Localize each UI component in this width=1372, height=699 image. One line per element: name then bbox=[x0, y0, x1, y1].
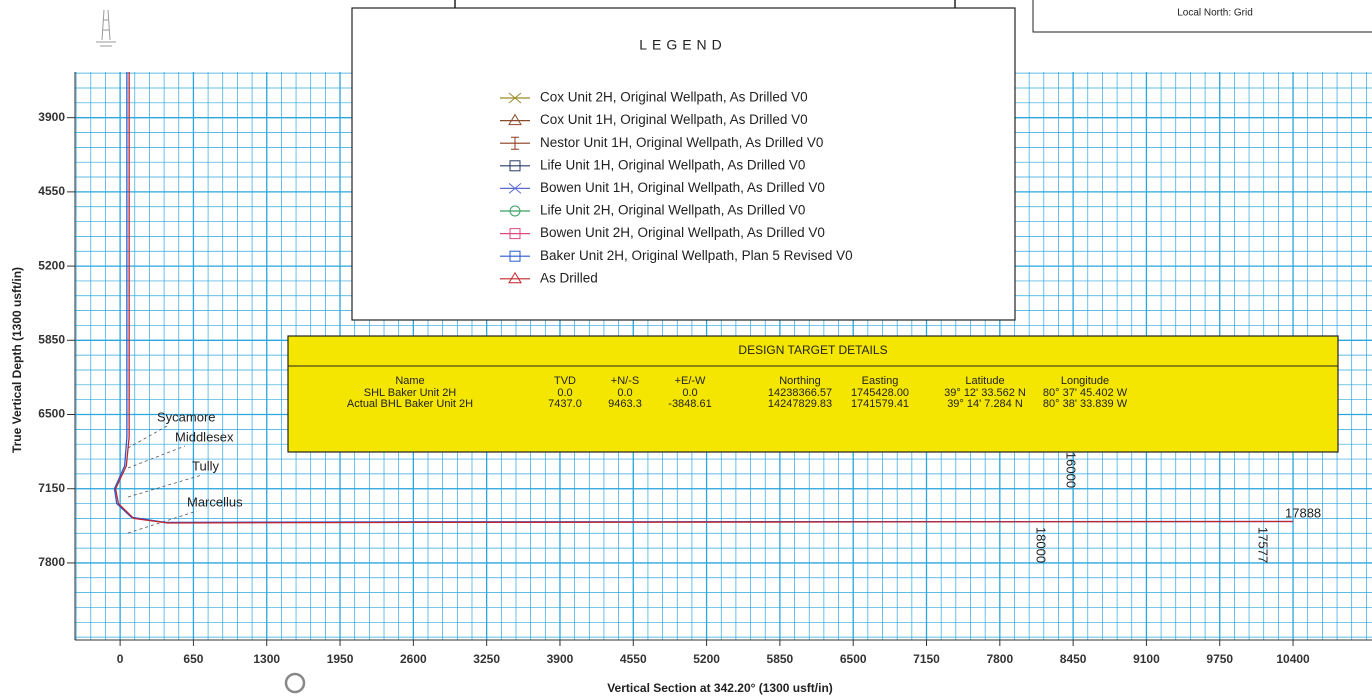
x-tick-label: 2600 bbox=[400, 652, 427, 666]
target-table-header: +N/-S bbox=[611, 375, 639, 387]
formation-label: Tully bbox=[192, 458, 219, 473]
formation-line bbox=[127, 425, 168, 449]
legend-marker bbox=[508, 183, 522, 194]
y-tick-label: 5850 bbox=[38, 332, 65, 346]
x-tick-label: 9750 bbox=[1206, 652, 1233, 666]
legend-label: Life Unit 2H, Original Wellpath, As Dril… bbox=[540, 203, 805, 218]
x-tick-label: 0 bbox=[117, 652, 124, 666]
target-table-header: Easting bbox=[862, 375, 899, 387]
legend-marker bbox=[508, 271, 522, 284]
rig-icon bbox=[96, 9, 116, 47]
legend-marker bbox=[511, 136, 519, 150]
x-tick-label: 10400 bbox=[1276, 652, 1310, 666]
x-tick-label: 3900 bbox=[547, 652, 574, 666]
x-tick-label: 8450 bbox=[1060, 652, 1087, 666]
info-box bbox=[1032, 0, 1372, 33]
x-tick-label: 1950 bbox=[327, 652, 354, 666]
target-table-title: DESIGN TARGET DETAILS bbox=[738, 343, 887, 357]
formation-line bbox=[127, 445, 186, 469]
target-table-cell: 39° 14' 7.284 N bbox=[947, 398, 1023, 410]
x-tick-label: 9100 bbox=[1133, 652, 1160, 666]
legend-label: Nestor Unit 1H, Original Wellpath, As Dr… bbox=[540, 135, 823, 150]
y-tick-label: 3900 bbox=[38, 110, 65, 124]
formation-label: Middlesex bbox=[175, 429, 234, 444]
legend-label: Baker Unit 2H, Original Wellpath, Plan 5… bbox=[540, 248, 853, 263]
legend-title: LEGEND bbox=[639, 37, 727, 53]
formation-line bbox=[127, 474, 203, 498]
x-tick-label: 650 bbox=[183, 652, 203, 666]
legend-marker bbox=[508, 92, 522, 104]
target-table-cell: 80° 37' 45.402 W bbox=[1043, 387, 1128, 399]
target-table-cell: 0.0 bbox=[682, 387, 697, 399]
target-table-header: +E/-W bbox=[675, 375, 706, 387]
target-table-header: Latitude bbox=[965, 375, 1004, 387]
md-label: 18000 bbox=[1034, 527, 1049, 563]
legend-marker bbox=[509, 205, 521, 217]
y-axis-label: True Vertical Depth (1300 usft/in) bbox=[10, 267, 24, 453]
target-table-box bbox=[287, 335, 1339, 453]
target-table-cell: 9463.3 bbox=[608, 398, 642, 410]
target-table-header: TVD bbox=[554, 375, 576, 387]
md-label: 16000 bbox=[1064, 452, 1079, 488]
target-table-cell: 0.0 bbox=[617, 387, 632, 399]
well-path bbox=[114, 72, 1294, 524]
legend-marker bbox=[509, 250, 521, 262]
x-tick-label: 3250 bbox=[473, 652, 500, 666]
x-tick-label: 1300 bbox=[253, 652, 280, 666]
target-table-cell: 14238366.57 bbox=[768, 387, 832, 399]
formation-label: Sycamore bbox=[157, 409, 216, 424]
target-table-cell: 80° 38' 33.839 W bbox=[1043, 398, 1128, 410]
x-tick-label: 5850 bbox=[767, 652, 794, 666]
target-table-cell: 1741579.41 bbox=[851, 398, 909, 410]
legend-label: As Drilled bbox=[540, 270, 598, 285]
target-table-cell: 0.0 bbox=[557, 387, 572, 399]
y-tick-label: 4550 bbox=[38, 184, 65, 198]
target-table-cell: 14247829.83 bbox=[768, 398, 832, 410]
y-tick-label: 7150 bbox=[38, 481, 65, 495]
md-label: 17577 bbox=[1256, 527, 1271, 563]
target-table-cell: 39° 12' 33.562 N bbox=[944, 387, 1026, 399]
target-table-header: Name bbox=[395, 375, 424, 387]
target-table-cell: SHL Baker Unit 2H bbox=[364, 387, 457, 399]
y-tick-label: 7800 bbox=[38, 555, 65, 569]
y-tick-label: 5200 bbox=[38, 258, 65, 272]
x-axis-label: Vertical Section at 342.20° (1300 usft/i… bbox=[607, 681, 833, 695]
target-table-cell: -3848.61 bbox=[668, 398, 711, 410]
legend-label: Cox Unit 1H, Original Wellpath, As Drill… bbox=[540, 112, 808, 127]
x-tick-label: 7800 bbox=[986, 652, 1013, 666]
x-tick-label: 6500 bbox=[840, 652, 867, 666]
legend-label: Bowen Unit 2H, Original Wellpath, As Dri… bbox=[540, 225, 825, 240]
circle-icon bbox=[284, 672, 306, 694]
x-tick-label: 5200 bbox=[693, 652, 720, 666]
legend-marker bbox=[509, 160, 521, 172]
legend-label: Cox Unit 2H, Original Wellpath, As Drill… bbox=[540, 90, 808, 105]
y-tick-label: 6500 bbox=[38, 407, 65, 421]
legend-label: Bowen Unit 1H, Original Wellpath, As Dri… bbox=[540, 180, 825, 195]
target-table-cell: 7437.0 bbox=[548, 398, 582, 410]
info-text: Local North: Grid bbox=[1177, 8, 1253, 19]
x-tick-label: 4550 bbox=[620, 652, 647, 666]
legend-label: Life Unit 1H, Original Wellpath, As Dril… bbox=[540, 157, 805, 172]
legend-marker bbox=[509, 228, 521, 240]
legend-marker bbox=[508, 113, 522, 126]
target-table-header: Northing bbox=[779, 375, 821, 387]
legend-box bbox=[351, 7, 1016, 321]
target-table-cell: 1745428.00 bbox=[851, 387, 909, 399]
x-tick-label: 7150 bbox=[913, 652, 940, 666]
target-table-header: Longitude bbox=[1061, 375, 1109, 387]
formation-label: Marcellus bbox=[187, 494, 243, 509]
target-table-cell: Actual BHL Baker Unit 2H bbox=[347, 398, 473, 410]
md-label: 17888 bbox=[1285, 505, 1321, 520]
